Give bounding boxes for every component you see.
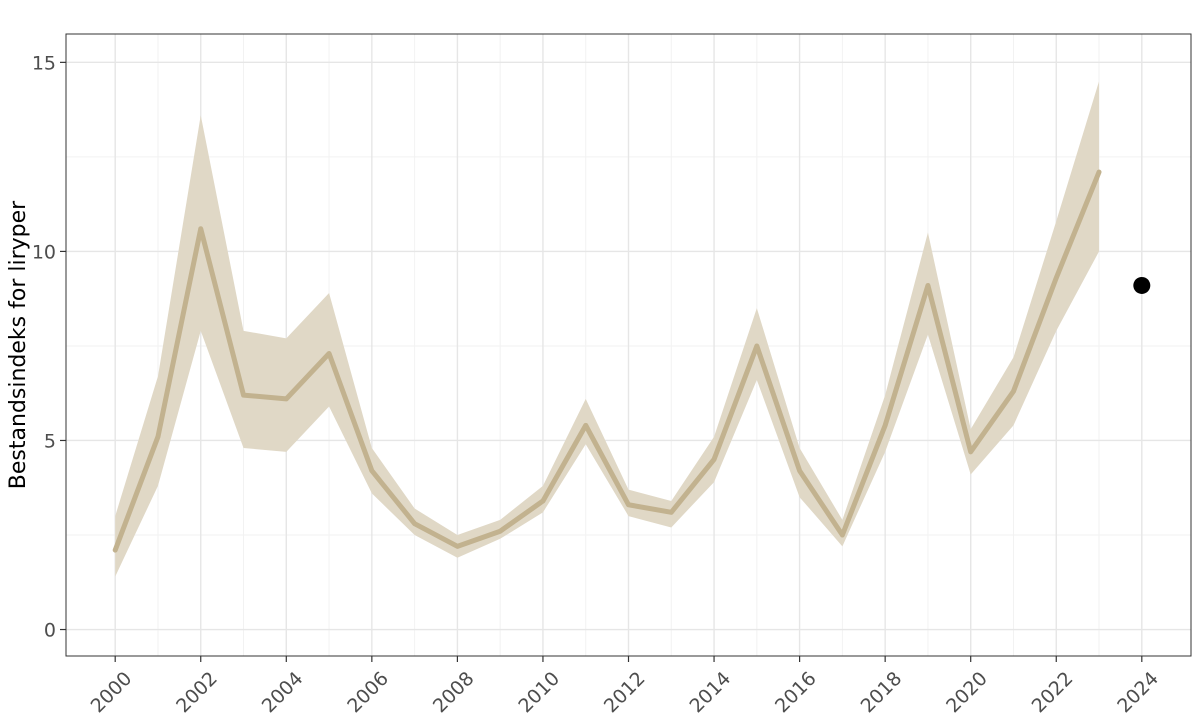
x-tick-label: 2014 — [685, 668, 735, 718]
x-tick-label: 2000 — [87, 668, 137, 718]
x-axis-tick-labels: 2000 2002 2004 2006 2008 2010 2012 2014 2016 2018… — [87, 668, 1163, 718]
y-tick-label: 5 — [44, 430, 56, 452]
x-tick-label: 2022 — [1028, 668, 1078, 718]
data-points — [1133, 276, 1151, 294]
confidence-band — [115, 81, 1100, 577]
x-tick-label: 2008 — [429, 668, 479, 718]
x-tick-label: 2012 — [600, 668, 650, 718]
x-tick-label: 2010 — [514, 668, 564, 718]
x-tick-label: 2006 — [343, 668, 393, 718]
series-line — [112, 169, 1102, 553]
x-tick-label: 2016 — [771, 668, 821, 718]
y-axis-title: Bestandsindeks for liryper — [6, 200, 31, 489]
x-tick-label: 2004 — [258, 668, 308, 718]
axis-ticks — [60, 61, 1143, 662]
x-tick-label: 2018 — [857, 668, 907, 718]
y-axis-tick-labels: 0 5 10 15 — [32, 52, 56, 641]
y-tick-label: 10 — [32, 241, 56, 263]
x-tick-label: 2002 — [172, 668, 222, 718]
data-point — [1133, 276, 1151, 294]
confidence-band-area — [115, 81, 1100, 577]
x-tick-label: 2024 — [1113, 668, 1163, 718]
y-tick-label: 0 — [44, 620, 56, 642]
series-line-path — [112, 169, 1102, 553]
y-tick-label: 15 — [32, 52, 56, 74]
x-tick-label: 2020 — [942, 668, 992, 718]
